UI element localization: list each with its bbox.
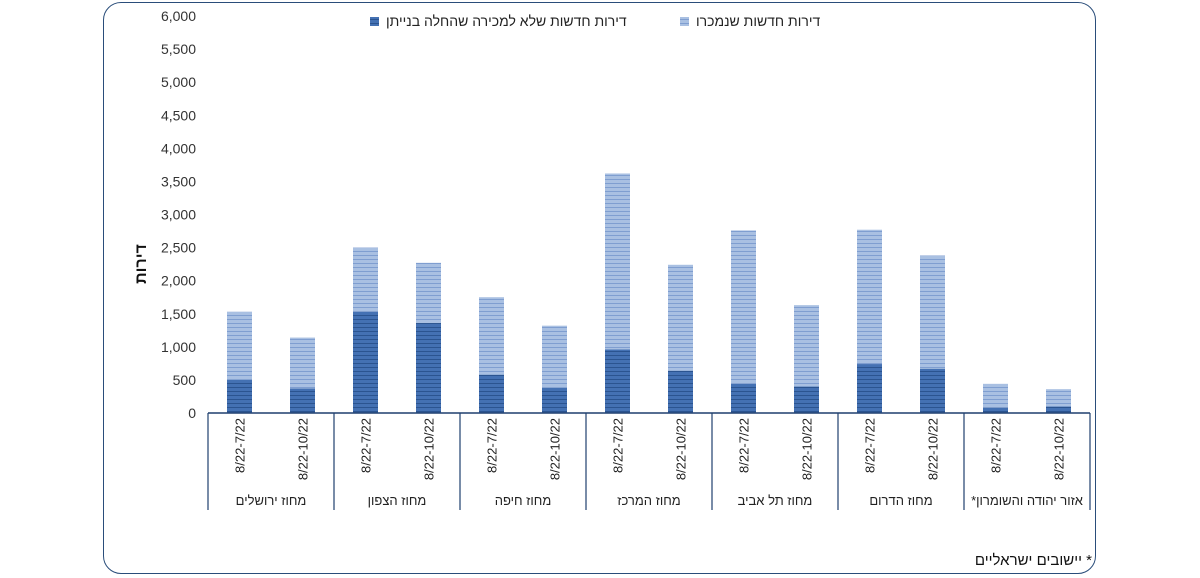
bar-segment-sold [920,255,945,369]
group-label: אזור יהודה והשומרון* [971,493,1083,508]
bar-segment-unsold-started [1046,406,1071,413]
x-tick-label: 8/22-10/22 [674,418,689,480]
x-tick-label: 8/22-10/22 [926,418,941,480]
x-tick-label: 8/22-7/22 [233,418,248,473]
x-tick-label: 8/22-7/22 [611,418,626,473]
legend-swatch [370,17,379,26]
x-tick-label: 8/22-10/22 [422,418,437,480]
bar-segment-unsold-started [227,379,252,413]
bars [227,173,1071,413]
bar-segment-unsold-started [290,388,315,413]
bar-segment-sold [857,229,882,365]
x-tick-label: 8/22-7/22 [737,418,752,473]
bar-segment-unsold-started [542,387,567,413]
legend-label: דירות חדשות שנמכרו [696,13,820,29]
bar-segment-sold [731,230,756,384]
bar-segment-unsold-started [479,374,504,413]
x-axis: 8/22-7/22 8/22-10/22 8/22-7/22 8/22-10/22 8/… [207,412,1091,510]
y-tick-label: 4,000 [161,140,196,156]
y-tick-label: 3,000 [161,207,196,223]
bar-segment-sold [479,297,504,375]
chart-frame [103,2,1096,574]
group-label: מחוז הדרום [869,493,932,508]
x-tick-label: 8/22-10/22 [296,418,311,480]
bar-segment-sold [542,325,567,388]
x-tick-label: 8/22-10/22 [548,418,563,480]
bar-segment-unsold-started [668,370,693,413]
x-tick-label: 8/22-10/22 [1052,418,1067,480]
bar-segment-sold [227,311,252,380]
y-tick-label: 1,500 [161,306,196,322]
y-tick-label: 5,500 [161,41,196,57]
bar-segment-sold [1046,389,1071,407]
x-tick-label: 8/22-7/22 [359,418,374,473]
bar-segment-sold [983,383,1008,408]
bar-segment-sold [290,337,315,389]
bar-segment-unsold-started [605,349,630,413]
bar-segment-unsold-started [731,383,756,413]
y-axis-label: דירות [133,244,150,284]
bar-segment-sold [416,262,441,324]
y-tick-label: 4,500 [161,107,196,123]
x-tick-label: 8/22-7/22 [485,418,500,473]
bar-segment-sold [668,264,693,371]
legend: דירות חדשות שלא למכירה שהחלה בנייתן דירות… [370,13,820,29]
bar-segment-unsold-started [983,407,1008,413]
x-tick-label: 8/22-7/22 [989,418,1004,473]
y-tick-label: 500 [173,372,197,388]
y-axis: 0 500 1,000 1,500 2,000 2,500 3,000 3,500 4,000 4… [161,8,196,421]
group-label: מחוז תל אביב [738,493,813,508]
bar-segment-unsold-started [416,323,441,413]
group-label: מחוז המרכז [617,493,680,508]
y-tick-label: 2,500 [161,240,196,256]
group-label: מחוז ירושלים [236,493,307,508]
footnote: * יישובים ישראליים [974,552,1092,569]
bar-segment-unsold-started [857,364,882,413]
legend-swatch [680,17,689,26]
y-tick-label: 3,500 [161,173,196,189]
bar-segment-unsold-started [794,386,819,413]
legend-label: דירות חדשות שלא למכירה שהחלה בנייתן [386,13,627,29]
group-label: מחוז חיפה [495,493,552,508]
y-tick-label: 5,000 [161,74,196,90]
x-tick-label: 8/22-7/22 [863,418,878,473]
y-tick-label: 6,000 [161,8,196,24]
y-tick-label: 1,000 [161,339,196,355]
y-tick-label: 0 [188,405,196,421]
group-label: מחוז הצפון [368,493,427,508]
bar-segment-sold [605,173,630,350]
y-tick-label: 2,000 [161,273,196,289]
bar-segment-sold [353,247,378,312]
bar-segment-unsold-started [920,368,945,413]
x-tick-label: 8/22-10/22 [800,418,815,480]
bar-segment-unsold-started [353,311,378,413]
bar-segment-sold [794,305,819,387]
